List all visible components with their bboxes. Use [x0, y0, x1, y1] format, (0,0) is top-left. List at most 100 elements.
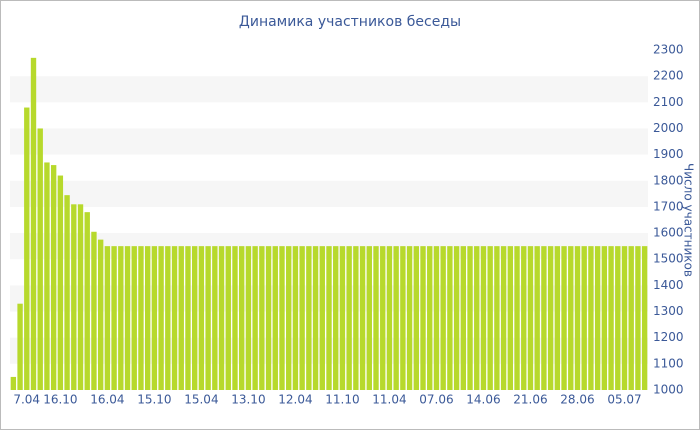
- bar: [151, 246, 158, 390]
- bar: [259, 246, 265, 390]
- x-tick-label: 16.04: [90, 393, 124, 407]
- bar: [312, 246, 319, 390]
- bar: [212, 246, 218, 390]
- bar: [118, 246, 124, 390]
- bar: [366, 246, 372, 390]
- bar: [460, 246, 467, 390]
- bar: [299, 246, 305, 390]
- bar: [178, 246, 184, 390]
- bar: [635, 246, 641, 390]
- bar: [514, 246, 520, 390]
- bar: [574, 246, 581, 390]
- bar: [306, 246, 312, 390]
- bar: [588, 246, 594, 390]
- bar: [427, 246, 433, 390]
- bar: [433, 246, 440, 390]
- bar: [500, 246, 507, 390]
- x-tick-label: 11.10: [325, 393, 359, 407]
- bar: [165, 246, 171, 390]
- x-tick-label: 11.04: [372, 393, 406, 407]
- bar: [393, 246, 399, 390]
- bar: [319, 246, 325, 390]
- bar: [420, 246, 426, 390]
- bar: [144, 246, 151, 390]
- bar: [198, 246, 205, 390]
- bar: [561, 246, 567, 390]
- bar: [205, 246, 211, 390]
- bar: [44, 162, 50, 390]
- bar: [71, 204, 77, 390]
- bar: [124, 246, 131, 390]
- bar: [111, 246, 117, 390]
- bar: [218, 246, 225, 390]
- bar: [17, 303, 23, 390]
- bar: [292, 246, 299, 390]
- bar: [97, 239, 104, 390]
- bar: [158, 246, 164, 390]
- bar: [191, 246, 198, 390]
- bar: [594, 246, 601, 390]
- bar: [373, 246, 379, 390]
- bar: [30, 57, 37, 390]
- bar: [77, 204, 84, 390]
- bar: [521, 246, 527, 390]
- bar: [568, 246, 574, 390]
- bar: [601, 246, 608, 390]
- bar: [487, 246, 493, 390]
- x-tick-label: 15.10: [137, 393, 171, 407]
- bar: [534, 246, 540, 390]
- y-axis-title: Число участников: [682, 163, 696, 277]
- x-tick-label: 16.10: [43, 393, 77, 407]
- bar: [239, 246, 245, 390]
- bar: [353, 246, 359, 390]
- x-tick-label: 05.07: [607, 393, 641, 407]
- bar: [621, 246, 628, 390]
- bar: [615, 246, 621, 390]
- bar: [131, 246, 137, 390]
- grid-band: [10, 76, 648, 103]
- y-tick-label: 2200: [653, 69, 684, 83]
- bar: [286, 246, 292, 390]
- bar: [581, 246, 587, 390]
- y-tick-label: 1300: [653, 304, 684, 318]
- bar: [406, 246, 413, 390]
- bar: [37, 128, 43, 390]
- bar: [413, 246, 419, 390]
- x-tick-label: 28.06: [560, 393, 594, 407]
- bar: [380, 246, 386, 390]
- bar: [171, 246, 178, 390]
- bar: [541, 246, 547, 390]
- bar: [467, 246, 473, 390]
- grid-band: [10, 128, 648, 155]
- bar: [447, 246, 453, 390]
- y-tick-label: 1100: [653, 356, 684, 370]
- bar: [57, 175, 64, 390]
- x-tick-label: 13.10: [231, 393, 265, 407]
- bar: [474, 246, 480, 390]
- bar: [339, 246, 346, 390]
- bar: [24, 107, 30, 391]
- bar: [554, 246, 561, 390]
- y-tick-label: 2300: [653, 43, 684, 57]
- bar: [547, 246, 554, 390]
- y-tick-label: 1800: [653, 173, 684, 187]
- chart-title: Динамика участников беседы: [239, 14, 461, 30]
- bar: [386, 246, 393, 390]
- y-tick-label: 2100: [653, 95, 684, 109]
- bar: [440, 246, 446, 390]
- bar: [608, 246, 614, 390]
- bar: [507, 246, 514, 390]
- bar: [50, 165, 57, 390]
- x-tick-label: 07.06: [419, 393, 453, 407]
- bar: [84, 212, 90, 390]
- bar: [245, 246, 252, 390]
- y-tick-label: 1000: [653, 383, 684, 397]
- x-tick-label: 7.04: [13, 393, 40, 407]
- bar: [185, 246, 191, 390]
- bar: [64, 195, 70, 390]
- y-tick-label: 1900: [653, 147, 684, 161]
- bar: [265, 246, 272, 390]
- bar: [225, 246, 231, 390]
- bar: [346, 246, 352, 390]
- x-tick-label: 14.06: [466, 393, 500, 407]
